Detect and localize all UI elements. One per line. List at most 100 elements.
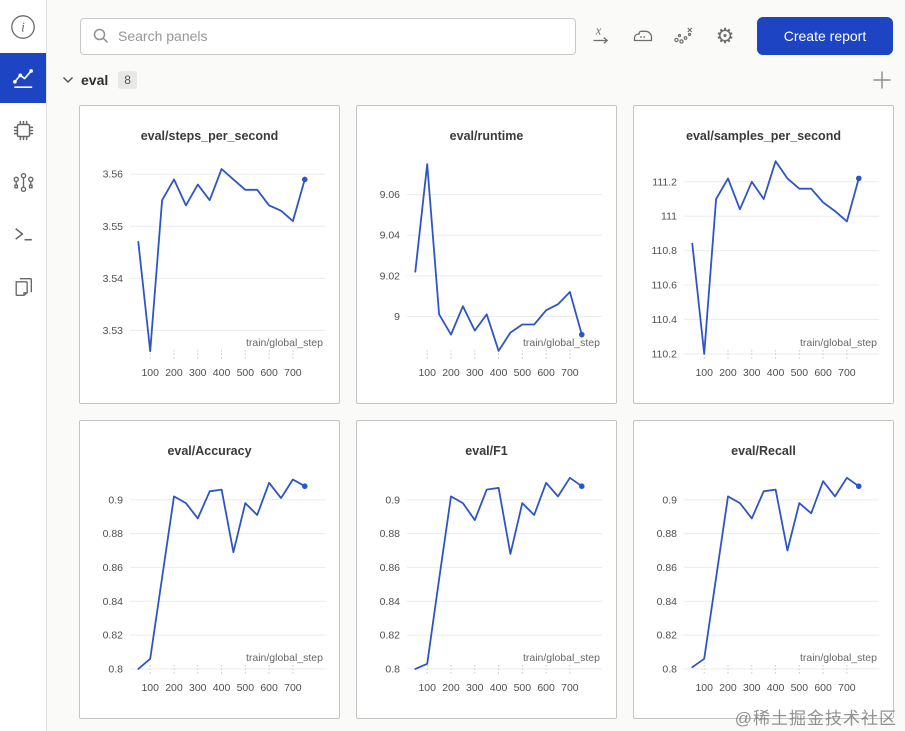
search-input[interactable] — [118, 28, 564, 44]
chart-panel-f1[interactable]: eval/F1 0.8 0.82 0.84 0.86 0.88 0.9 100 200 300 4… — [356, 420, 617, 719]
svg-text:i: i — [21, 20, 25, 35]
svg-text:3.53: 3.53 — [103, 325, 124, 337]
plus-icon — [873, 71, 891, 89]
main-area: x — [47, 0, 905, 731]
svg-text:500: 500 — [791, 367, 809, 379]
svg-text:600: 600 — [814, 682, 832, 694]
sidebar: i — [0, 0, 47, 731]
svg-text:9: 9 — [394, 311, 400, 323]
svg-text:600: 600 — [537, 682, 555, 694]
svg-text:400: 400 — [490, 682, 508, 694]
info-icon[interactable]: i — [0, 10, 46, 44]
chart-title: eval/samples_per_second — [686, 129, 841, 143]
sidebar-item-logs[interactable] — [0, 217, 46, 251]
svg-text:300: 300 — [466, 367, 484, 379]
svg-text:0.86: 0.86 — [380, 562, 401, 574]
svg-text:9.02: 9.02 — [380, 270, 401, 282]
svg-text:200: 200 — [165, 367, 183, 379]
svg-text:3.54: 3.54 — [103, 273, 124, 285]
x-axis-icon[interactable]: x — [589, 23, 615, 49]
svg-text:600: 600 — [537, 367, 555, 379]
watermark: @稀土掘金技术社区 — [734, 709, 897, 728]
svg-text:train/global_step: train/global_step — [523, 652, 600, 664]
search-panels-box[interactable] — [80, 17, 576, 55]
svg-text:100: 100 — [141, 367, 159, 379]
line-chart[interactable]: 110.2 110.4 110.6 110.8 111 111.2 100 200 300 400… — [639, 149, 888, 395]
svg-text:0.8: 0.8 — [385, 663, 400, 675]
svg-text:111: 111 — [661, 211, 677, 223]
svg-text:x: x — [595, 24, 602, 38]
svg-text:0.8: 0.8 — [662, 663, 677, 675]
svg-text:200: 200 — [719, 682, 737, 694]
svg-text:0.82: 0.82 — [103, 630, 124, 642]
svg-text:110.6: 110.6 — [652, 280, 678, 292]
section-title: eval — [81, 72, 109, 88]
svg-text:300: 300 — [189, 682, 207, 694]
sidebar-item-system[interactable] — [0, 113, 46, 147]
svg-text:0.84: 0.84 — [380, 596, 401, 608]
create-report-button[interactable]: Create report — [757, 17, 893, 55]
svg-text:0.84: 0.84 — [657, 596, 678, 608]
svg-text:200: 200 — [165, 682, 183, 694]
smoothing-icon[interactable] — [630, 23, 656, 49]
svg-text:0.82: 0.82 — [380, 630, 401, 642]
system-icon — [13, 120, 33, 140]
panel-grid: eval/steps_per_second 3.53 3.54 3.55 3.56 10… — [79, 105, 894, 719]
svg-text:500: 500 — [791, 682, 809, 694]
section-header-eval: eval 8 — [62, 66, 893, 94]
svg-text:200: 200 — [442, 682, 460, 694]
chart-panel-steps-per-second[interactable]: eval/steps_per_second 3.53 3.54 3.55 3.56 10… — [79, 105, 340, 404]
chart-panel-runtime[interactable]: eval/runtime 9 9.02 9.04 9.06 100 200 300 400 50… — [356, 105, 617, 404]
svg-text:train/global_step: train/global_step — [246, 337, 323, 349]
svg-text:300: 300 — [189, 367, 207, 379]
chart-panel-samples-per-second[interactable]: eval/samples_per_second 110.2 110.4 110.6 1… — [633, 105, 894, 404]
svg-text:400: 400 — [213, 682, 231, 694]
svg-text:700: 700 — [561, 367, 579, 379]
line-chart[interactable]: 0.8 0.82 0.84 0.86 0.88 0.9 100 200 300 400 500 600… — [362, 464, 611, 710]
line-chart[interactable]: 0.8 0.82 0.84 0.86 0.88 0.9 100 200 300 400 500 600… — [639, 464, 888, 710]
svg-text:0.86: 0.86 — [657, 562, 678, 574]
svg-text:400: 400 — [213, 367, 231, 379]
svg-text:110.2: 110.2 — [652, 348, 678, 360]
svg-text:110.4: 110.4 — [652, 314, 678, 326]
settings-icon[interactable]: ⚙ — [715, 23, 735, 48]
svg-text:9.04: 9.04 — [380, 230, 401, 242]
svg-text:200: 200 — [442, 367, 460, 379]
chevron-down-icon[interactable] — [62, 76, 74, 84]
svg-text:700: 700 — [284, 367, 302, 379]
svg-text:train/global_step: train/global_step — [523, 337, 600, 349]
svg-text:500: 500 — [514, 682, 532, 694]
svg-text:9.06: 9.06 — [380, 189, 401, 201]
svg-text:300: 300 — [743, 682, 761, 694]
svg-text:500: 500 — [237, 367, 255, 379]
svg-text:110.8: 110.8 — [652, 245, 678, 257]
svg-text:0.9: 0.9 — [108, 494, 123, 506]
sidebar-item-files[interactable] — [0, 269, 46, 303]
sidebar-item-model[interactable] — [0, 165, 46, 199]
svg-text:0.84: 0.84 — [103, 596, 124, 608]
line-chart[interactable]: 3.53 3.54 3.55 3.56 100 200 300 400 500 600 700 tra… — [85, 149, 334, 395]
svg-text:700: 700 — [561, 682, 579, 694]
svg-text:500: 500 — [514, 367, 532, 379]
svg-text:700: 700 — [838, 682, 856, 694]
chart-title: eval/Accuracy — [167, 444, 252, 458]
model-graph-icon — [12, 172, 34, 192]
topbar: x — [80, 17, 893, 55]
line-chart[interactable]: 9 9.02 9.04 9.06 100 200 300 400 500 600 700 train/… — [362, 149, 611, 395]
sidebar-item-charts[interactable] — [0, 53, 46, 103]
svg-text:0.88: 0.88 — [657, 528, 678, 540]
svg-text:300: 300 — [743, 367, 761, 379]
svg-text:3.56: 3.56 — [103, 169, 124, 181]
svg-text:0.9: 0.9 — [385, 494, 400, 506]
add-panel-button[interactable] — [871, 69, 893, 91]
chart-panel-accuracy[interactable]: eval/Accuracy 0.8 0.82 0.84 0.86 0.88 0.9 100 2… — [79, 420, 340, 719]
charts-icon — [13, 69, 33, 89]
svg-text:400: 400 — [767, 367, 785, 379]
chart-panel-recall[interactable]: eval/Recall 0.8 0.82 0.84 0.86 0.88 0.9 100 200… — [633, 420, 894, 719]
svg-text:0.82: 0.82 — [657, 630, 678, 642]
outliers-icon[interactable] — [671, 23, 697, 49]
svg-text:0.8: 0.8 — [108, 663, 123, 675]
svg-text:100: 100 — [141, 682, 159, 694]
line-chart[interactable]: 0.8 0.82 0.84 0.86 0.88 0.9 100 200 300 400 500 600… — [85, 464, 334, 710]
chart-title: eval/Recall — [731, 444, 796, 458]
